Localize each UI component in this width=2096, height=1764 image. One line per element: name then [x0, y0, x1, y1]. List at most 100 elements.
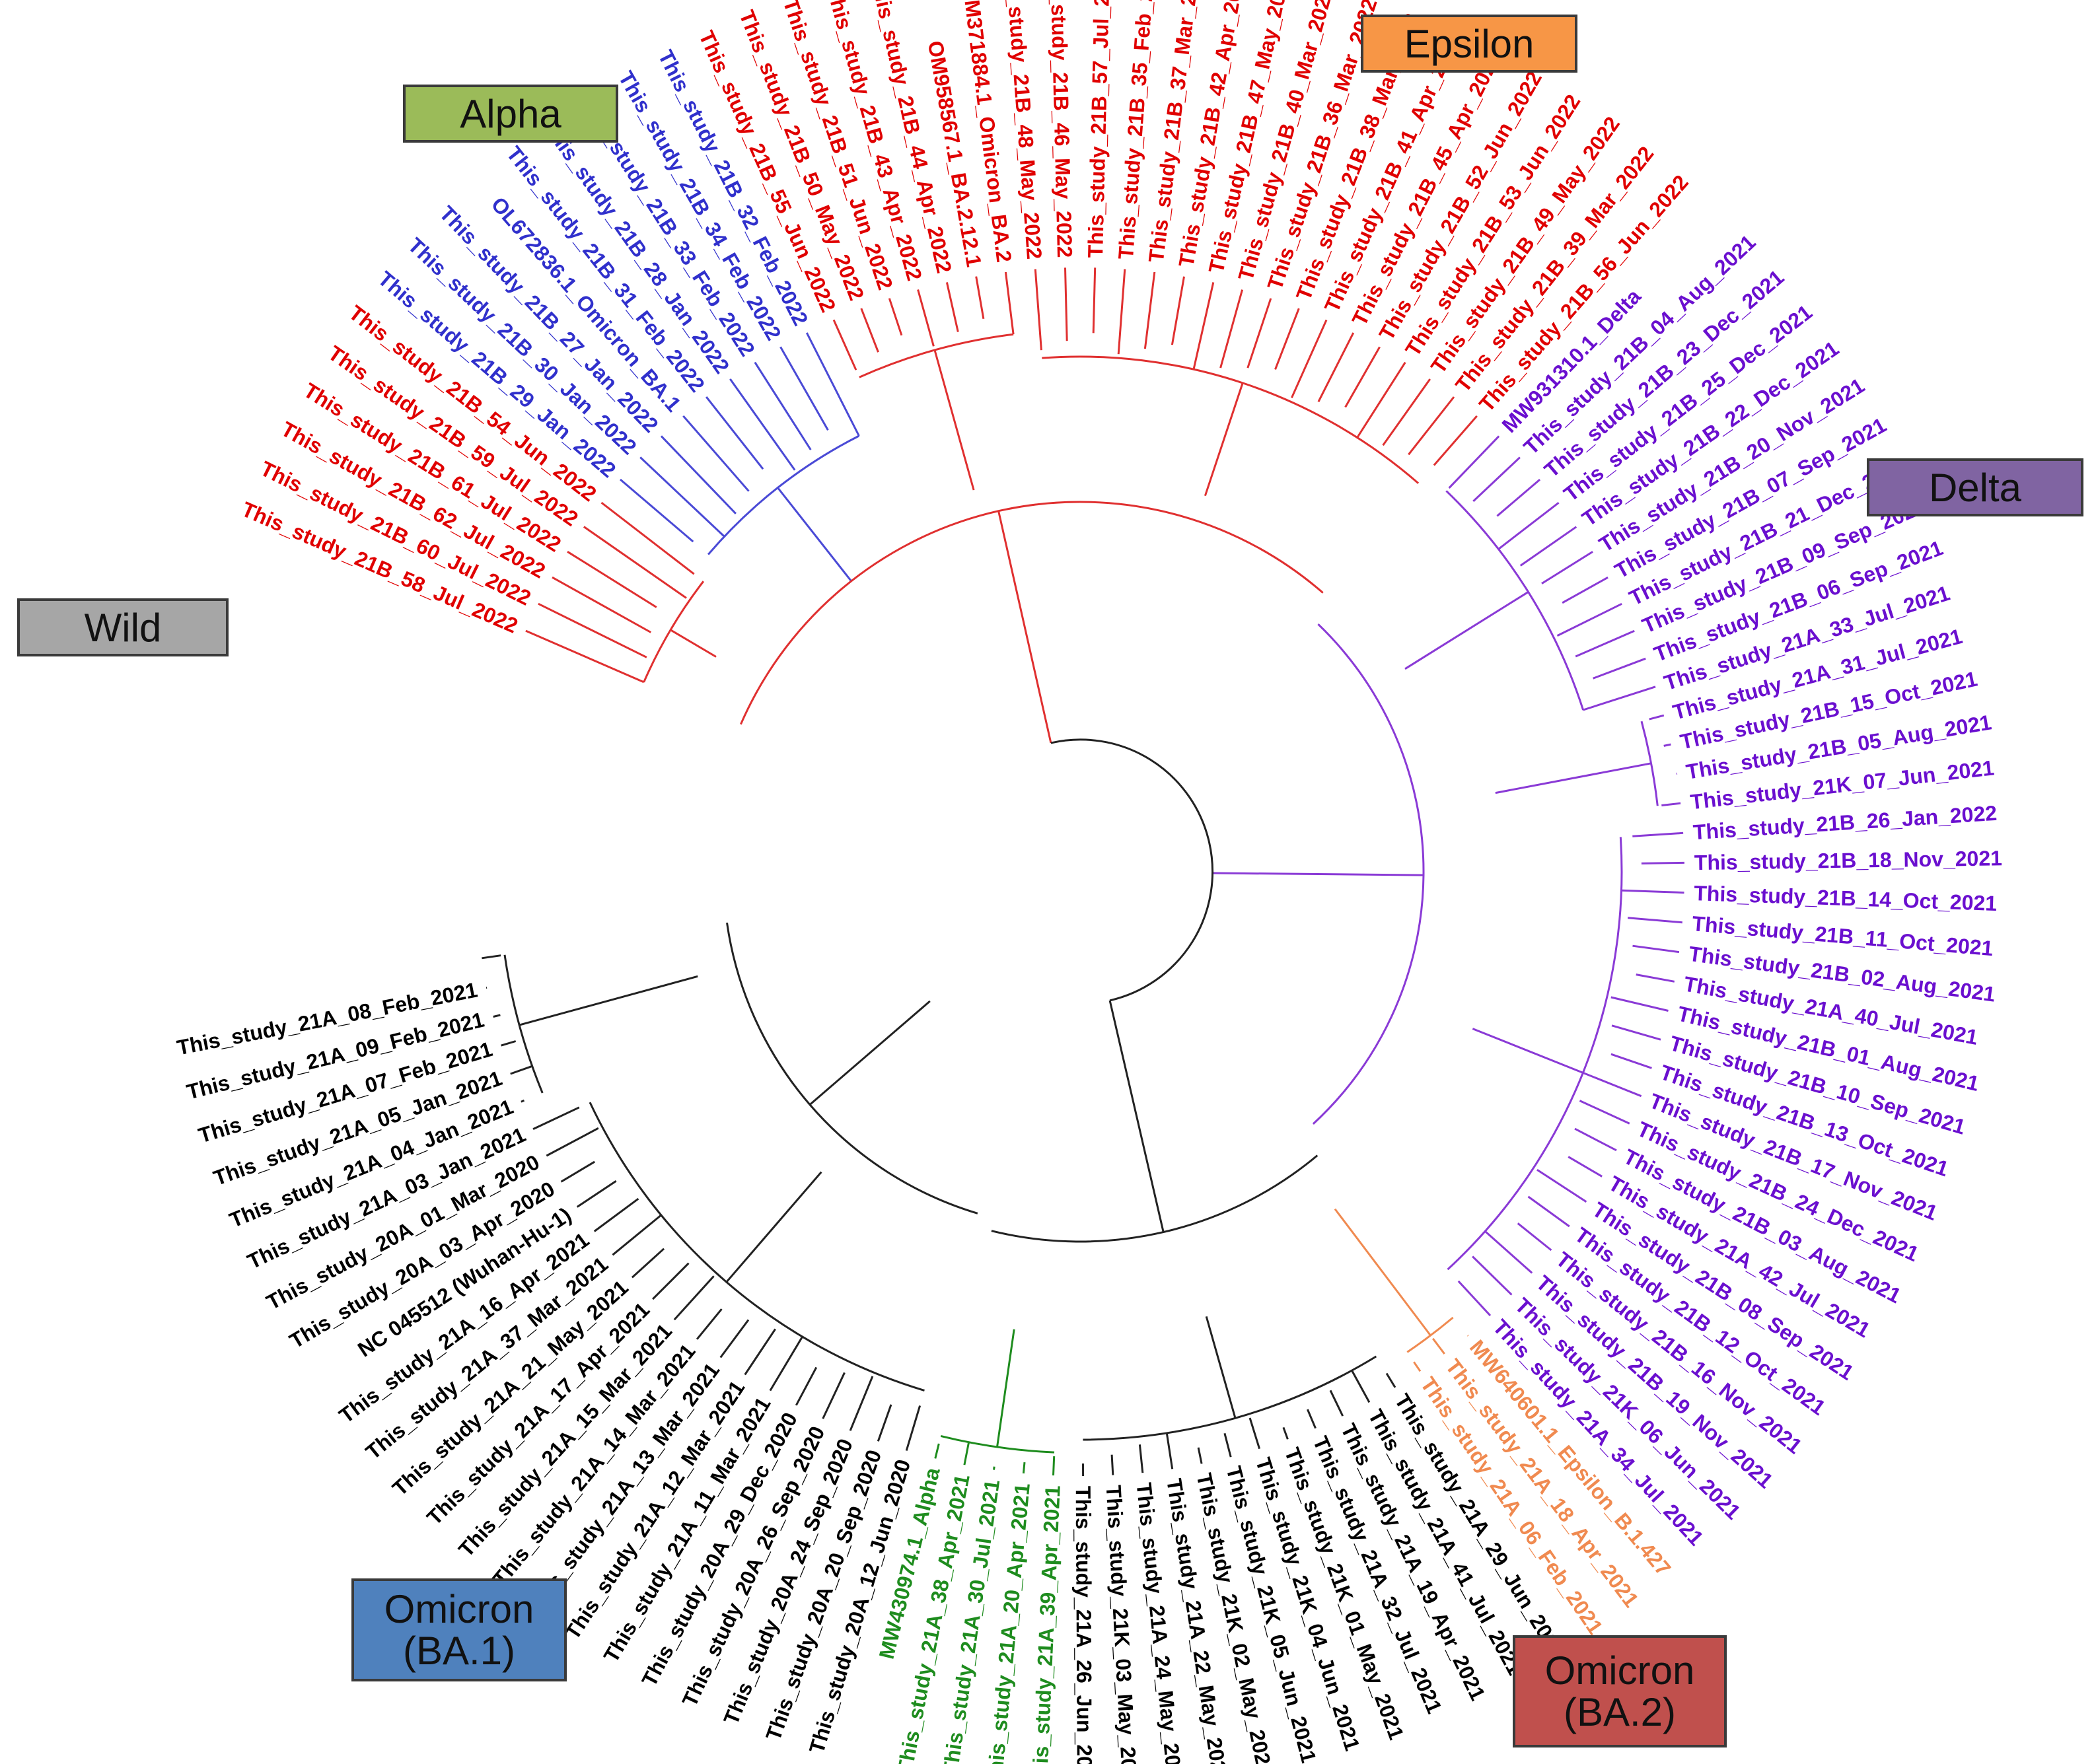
leaf-branch [905, 1405, 922, 1451]
leaf-branch [482, 954, 501, 960]
clade-stem-epsilon [1334, 1208, 1431, 1337]
leaf-branch [1004, 271, 1015, 335]
leaf-branch [1117, 269, 1126, 355]
leaf-branch [832, 319, 857, 370]
clade-label-omicron-ba2: Omicron (BA.2) [1513, 1635, 1727, 1747]
leaf-branch [521, 1099, 525, 1103]
clade-stem-delta-c [1472, 1028, 1583, 1074]
leaf-branch [493, 1014, 501, 1018]
leaf-branch [993, 1466, 995, 1470]
leaf-branch [945, 282, 959, 332]
clade-label-delta-text: Delta [1928, 465, 2022, 510]
clade-label-omicron-ba2-line1: Omicron [1544, 1648, 1695, 1693]
leaf-label-this-study-21b-18-nov-2021: This_study_21B_18_Nov_2021 [1694, 846, 2003, 874]
clade-label-wild: Wild [17, 598, 229, 656]
clade-label-omicron-ba2-line2: (BA.2) [1563, 1690, 1677, 1734]
leaf-branch [631, 1248, 665, 1279]
leaf-branch [1064, 267, 1068, 341]
leaf-branch [1282, 1427, 1289, 1440]
leaf-branch [1593, 657, 1646, 680]
leaf-label-this-study-21a-26-jun-2021: This_study_21A_26_Jun_2021 [1071, 1486, 1097, 1764]
leaf-branch [525, 629, 645, 684]
clade-stem-delta-a [1404, 591, 1529, 670]
clade-arc-ba2-early [643, 581, 705, 683]
leaf-branch [1636, 973, 1675, 983]
leaf-branch [1527, 1195, 1570, 1228]
leaf-branch [1248, 1417, 1261, 1450]
clade-stem-ba2-b [1204, 382, 1244, 497]
clade-label-delta: Delta [1867, 458, 2083, 516]
leaf-branch [1351, 1370, 1371, 1403]
leaf-branch [1433, 415, 1478, 466]
leaf-branch [1034, 269, 1042, 351]
leaf-branch [1307, 1409, 1317, 1429]
clade-label-wild-text: Wild [84, 605, 162, 650]
leaf-branch [1610, 1053, 1652, 1069]
leaf-branch [1663, 743, 1671, 747]
leaf-branch [1413, 1361, 1422, 1372]
clade-stem-ba2-a [933, 349, 975, 491]
omicron-root-stem [997, 511, 1052, 744]
leaf-branch [888, 298, 903, 336]
leaf-label-this-study-21b-14-oct-2021: This_study_21B_14_Oct_2021 [1694, 881, 1998, 915]
leaf-branch [696, 1308, 723, 1340]
leaf-branch [1498, 502, 1560, 550]
clade-arc-delta-b [1640, 721, 1659, 806]
clade-stem-ba2-early [670, 629, 717, 658]
leaf-label-this-study-21a-39-apr-2021: This_study_21A_39_Apr_2021 [1027, 1485, 1064, 1764]
wild-upper-backbone [991, 1154, 1319, 1243]
leaf-branch [612, 1214, 662, 1256]
clade-label-omicron-ba1: Omicron (BA.1) [351, 1578, 567, 1681]
leaf-branch [1165, 1432, 1174, 1469]
leaf-branch [1519, 526, 1577, 567]
tree-branches [482, 267, 1684, 1477]
leaf-branch [1219, 289, 1244, 369]
clade-stem-wild-a [725, 1171, 822, 1283]
leaf-branch [1582, 1072, 1642, 1098]
leaf-branch [1432, 1337, 1445, 1355]
clade-stem-alpha [996, 1329, 1015, 1448]
leaf-branch [583, 526, 687, 599]
leaf-branch [1632, 831, 1684, 837]
leaf-branch [600, 501, 695, 575]
leaf-branch [546, 1127, 599, 1157]
leaf-branch [934, 1443, 940, 1459]
leaf-branch [1171, 276, 1185, 345]
leaf-branch [576, 1180, 617, 1208]
leaf-branch [1022, 1462, 1026, 1474]
leaf-branch [1649, 714, 1665, 721]
leaf-branch [639, 456, 725, 538]
leaf-branch [682, 415, 750, 492]
clade-stem-wild-mid [1205, 1316, 1237, 1419]
leaf-label-this-study-21b-57-jul-2022: This_study_21B_57_Jul_2022 [1083, 0, 1114, 258]
wild-lower-root-stem [809, 1000, 931, 1106]
leaf-label-this-study-21b-46-may-2022: This_study_21B_46_May_2022 [1046, 0, 1077, 258]
leaf-branch [917, 289, 935, 347]
leaf-branch [729, 378, 796, 471]
clade-stem-wild-b [519, 975, 698, 1026]
clade-label-alpha: Alpha [403, 85, 618, 143]
leaf-branch [501, 1040, 517, 1047]
leaf-branch [1575, 629, 1635, 658]
leaf-branch [1472, 456, 1521, 503]
leaf-branch [1562, 576, 1608, 604]
leaf-branch [1143, 271, 1156, 349]
leaf-branch [975, 276, 985, 319]
leaf-branch [652, 1262, 690, 1300]
leaf-branch [1621, 889, 1684, 894]
leaf-branch [660, 435, 737, 514]
leaf-branch [552, 576, 652, 633]
leaf-branch [1610, 996, 1669, 1012]
leaf-branch [620, 478, 694, 543]
leaf-branch [1192, 282, 1215, 370]
leaf-branch [673, 1275, 715, 1321]
leaf-branch [1110, 1454, 1114, 1475]
leaf-branch [769, 1336, 803, 1392]
leaf-branch [1472, 1255, 1513, 1296]
wild-lower-backbone [726, 922, 978, 1215]
leaf-branch [1317, 332, 1355, 402]
clade-label-epsilon-text: Epsilon [1404, 21, 1535, 66]
leaf-labels: This_study_21B_58_Jul_2022This_study_21B… [175, 0, 2002, 1764]
wild-upper-root-stem [1108, 1000, 1165, 1232]
leaf-branch [1092, 267, 1097, 334]
